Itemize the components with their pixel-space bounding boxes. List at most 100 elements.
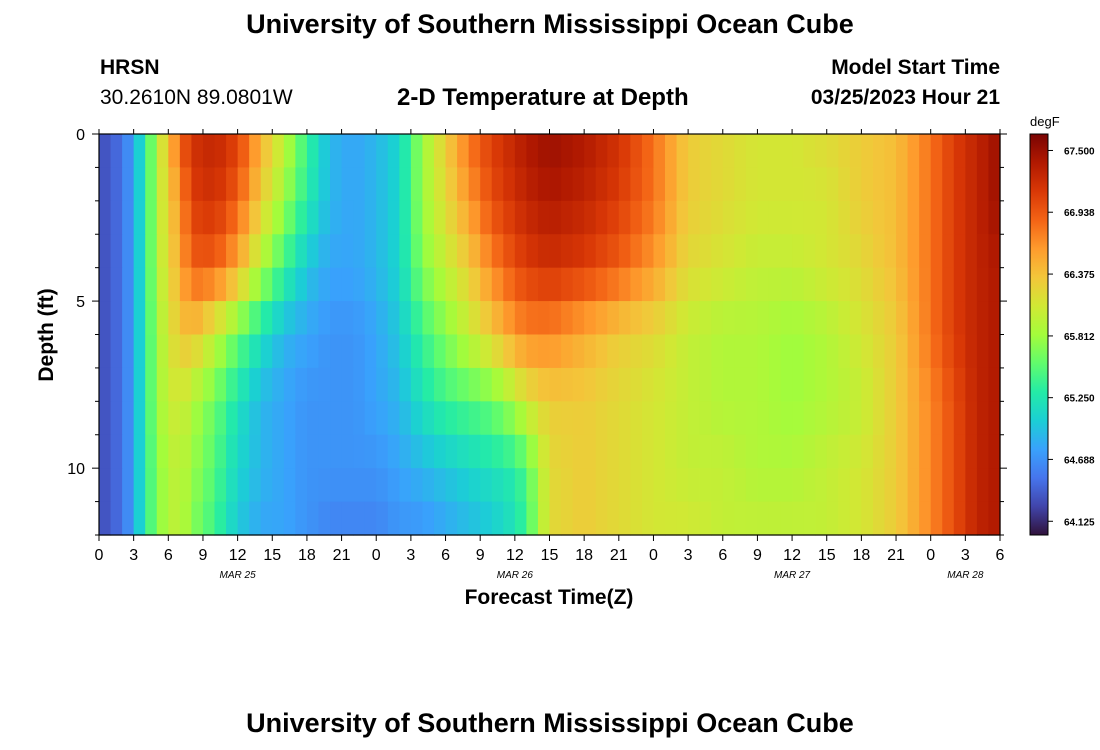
heatmap-cell: [99, 434, 112, 469]
heatmap-cell: [630, 434, 643, 469]
heatmap-cell: [549, 367, 562, 402]
heatmap-cell: [688, 134, 701, 169]
heatmap-cell: [480, 334, 493, 369]
heatmap-cell: [214, 234, 227, 269]
heatmap-cell: [942, 167, 955, 202]
heatmap-cell: [422, 401, 435, 436]
heatmap-cell: [457, 267, 470, 302]
heatmap-cell: [110, 134, 123, 169]
heatmap-cell: [249, 434, 262, 469]
heatmap-cell: [861, 267, 874, 302]
heatmap-cell: [607, 267, 620, 302]
heatmap-cell: [665, 334, 678, 369]
x-tick-label: 6: [164, 547, 173, 564]
heatmap-cell: [745, 468, 759, 503]
heatmap-cell: [561, 434, 574, 469]
heatmap-cell: [110, 401, 123, 436]
heatmap-cell: [480, 200, 493, 235]
heatmap-cell: [607, 234, 620, 269]
heatmap-cell: [653, 501, 666, 536]
heatmap-cell: [676, 434, 689, 469]
heatmap-cell: [537, 367, 551, 402]
heatmap-cell: [514, 367, 527, 402]
heatmap-cell: [503, 468, 516, 503]
heatmap-cell: [630, 167, 643, 202]
heatmap-cell: [711, 200, 724, 235]
heatmap-cell: [757, 234, 770, 269]
heatmap-cell: [595, 301, 608, 336]
heatmap-cell: [491, 301, 504, 336]
heatmap-cell: [514, 267, 527, 302]
heatmap-cell: [480, 267, 493, 302]
date-label: MAR 28: [947, 570, 984, 581]
heatmap-cell: [341, 468, 354, 503]
heatmap-cell: [260, 434, 273, 469]
heatmap-cell: [884, 367, 897, 402]
heatmap-cell: [849, 468, 862, 503]
heatmap-cell: [110, 468, 123, 503]
heatmap-cell: [699, 234, 712, 269]
x-tick-label: 12: [229, 547, 247, 564]
heatmap-cell: [110, 267, 123, 302]
heatmap-cell: [676, 401, 689, 436]
heatmap-cell: [584, 468, 597, 503]
heatmap-cell: [988, 334, 1001, 369]
heatmap-cell: [537, 434, 551, 469]
heatmap-cell: [99, 134, 112, 169]
heatmap-cell: [838, 434, 851, 469]
heatmap-cell: [757, 401, 770, 436]
x-axis-title: Forecast Time(Z): [465, 586, 634, 609]
heatmap-cell: [457, 468, 470, 503]
x-tick-label: 0: [649, 547, 658, 564]
heatmap-cell: [561, 401, 574, 436]
colorbar-unit-label: degF: [1030, 114, 1060, 129]
heatmap-cell: [376, 167, 389, 202]
heatmap-cell: [665, 434, 678, 469]
heatmap-cell: [757, 167, 770, 202]
heatmap-cell: [618, 301, 631, 336]
heatmap-cell: [260, 134, 273, 169]
heatmap-cell: [503, 334, 516, 369]
heatmap-cell: [861, 501, 874, 536]
heatmap-cell: [896, 134, 909, 169]
heatmap-cell: [330, 234, 343, 269]
heatmap-cell: [526, 167, 539, 202]
heatmap-cell: [595, 200, 608, 235]
heatmap-cell: [826, 501, 839, 536]
heatmap-cell: [630, 301, 643, 336]
heatmap-cell: [145, 334, 158, 369]
heatmap-cell: [283, 334, 296, 369]
heatmap-cell: [965, 301, 978, 336]
y-tick-label: 0: [76, 127, 85, 144]
heatmap-cell: [145, 401, 158, 436]
heatmap-cell: [665, 267, 678, 302]
heatmap-cell: [283, 134, 296, 169]
heatmap-cell: [468, 434, 481, 469]
heatmap-cell: [665, 301, 678, 336]
heatmap-cell: [919, 468, 932, 503]
heatmap-cell: [942, 367, 955, 402]
heatmap-cell: [826, 267, 839, 302]
heatmap-cell: [433, 367, 447, 402]
heatmap-cell: [306, 134, 320, 169]
heatmap-cell: [445, 167, 458, 202]
heatmap-cell: [942, 301, 955, 336]
heatmap-cell: [249, 367, 262, 402]
heatmap-cell: [318, 501, 331, 536]
heatmap-cell: [688, 334, 701, 369]
heatmap-cell: [976, 401, 990, 436]
heatmap-cell: [110, 434, 123, 469]
heatmap-cell: [376, 501, 389, 536]
heatmap-cell: [457, 367, 470, 402]
heatmap-cell: [295, 367, 308, 402]
heatmap-cell: [942, 267, 955, 302]
heatmap-cell: [364, 134, 377, 169]
heatmap-cell: [99, 234, 112, 269]
heatmap-cell: [607, 301, 620, 336]
heatmap-cell: [699, 301, 712, 336]
heatmap-cell: [838, 401, 851, 436]
heatmap-cell: [861, 468, 874, 503]
heatmap-cell: [930, 134, 943, 169]
heatmap-cell: [826, 134, 839, 169]
heatmap-cell: [156, 134, 169, 169]
